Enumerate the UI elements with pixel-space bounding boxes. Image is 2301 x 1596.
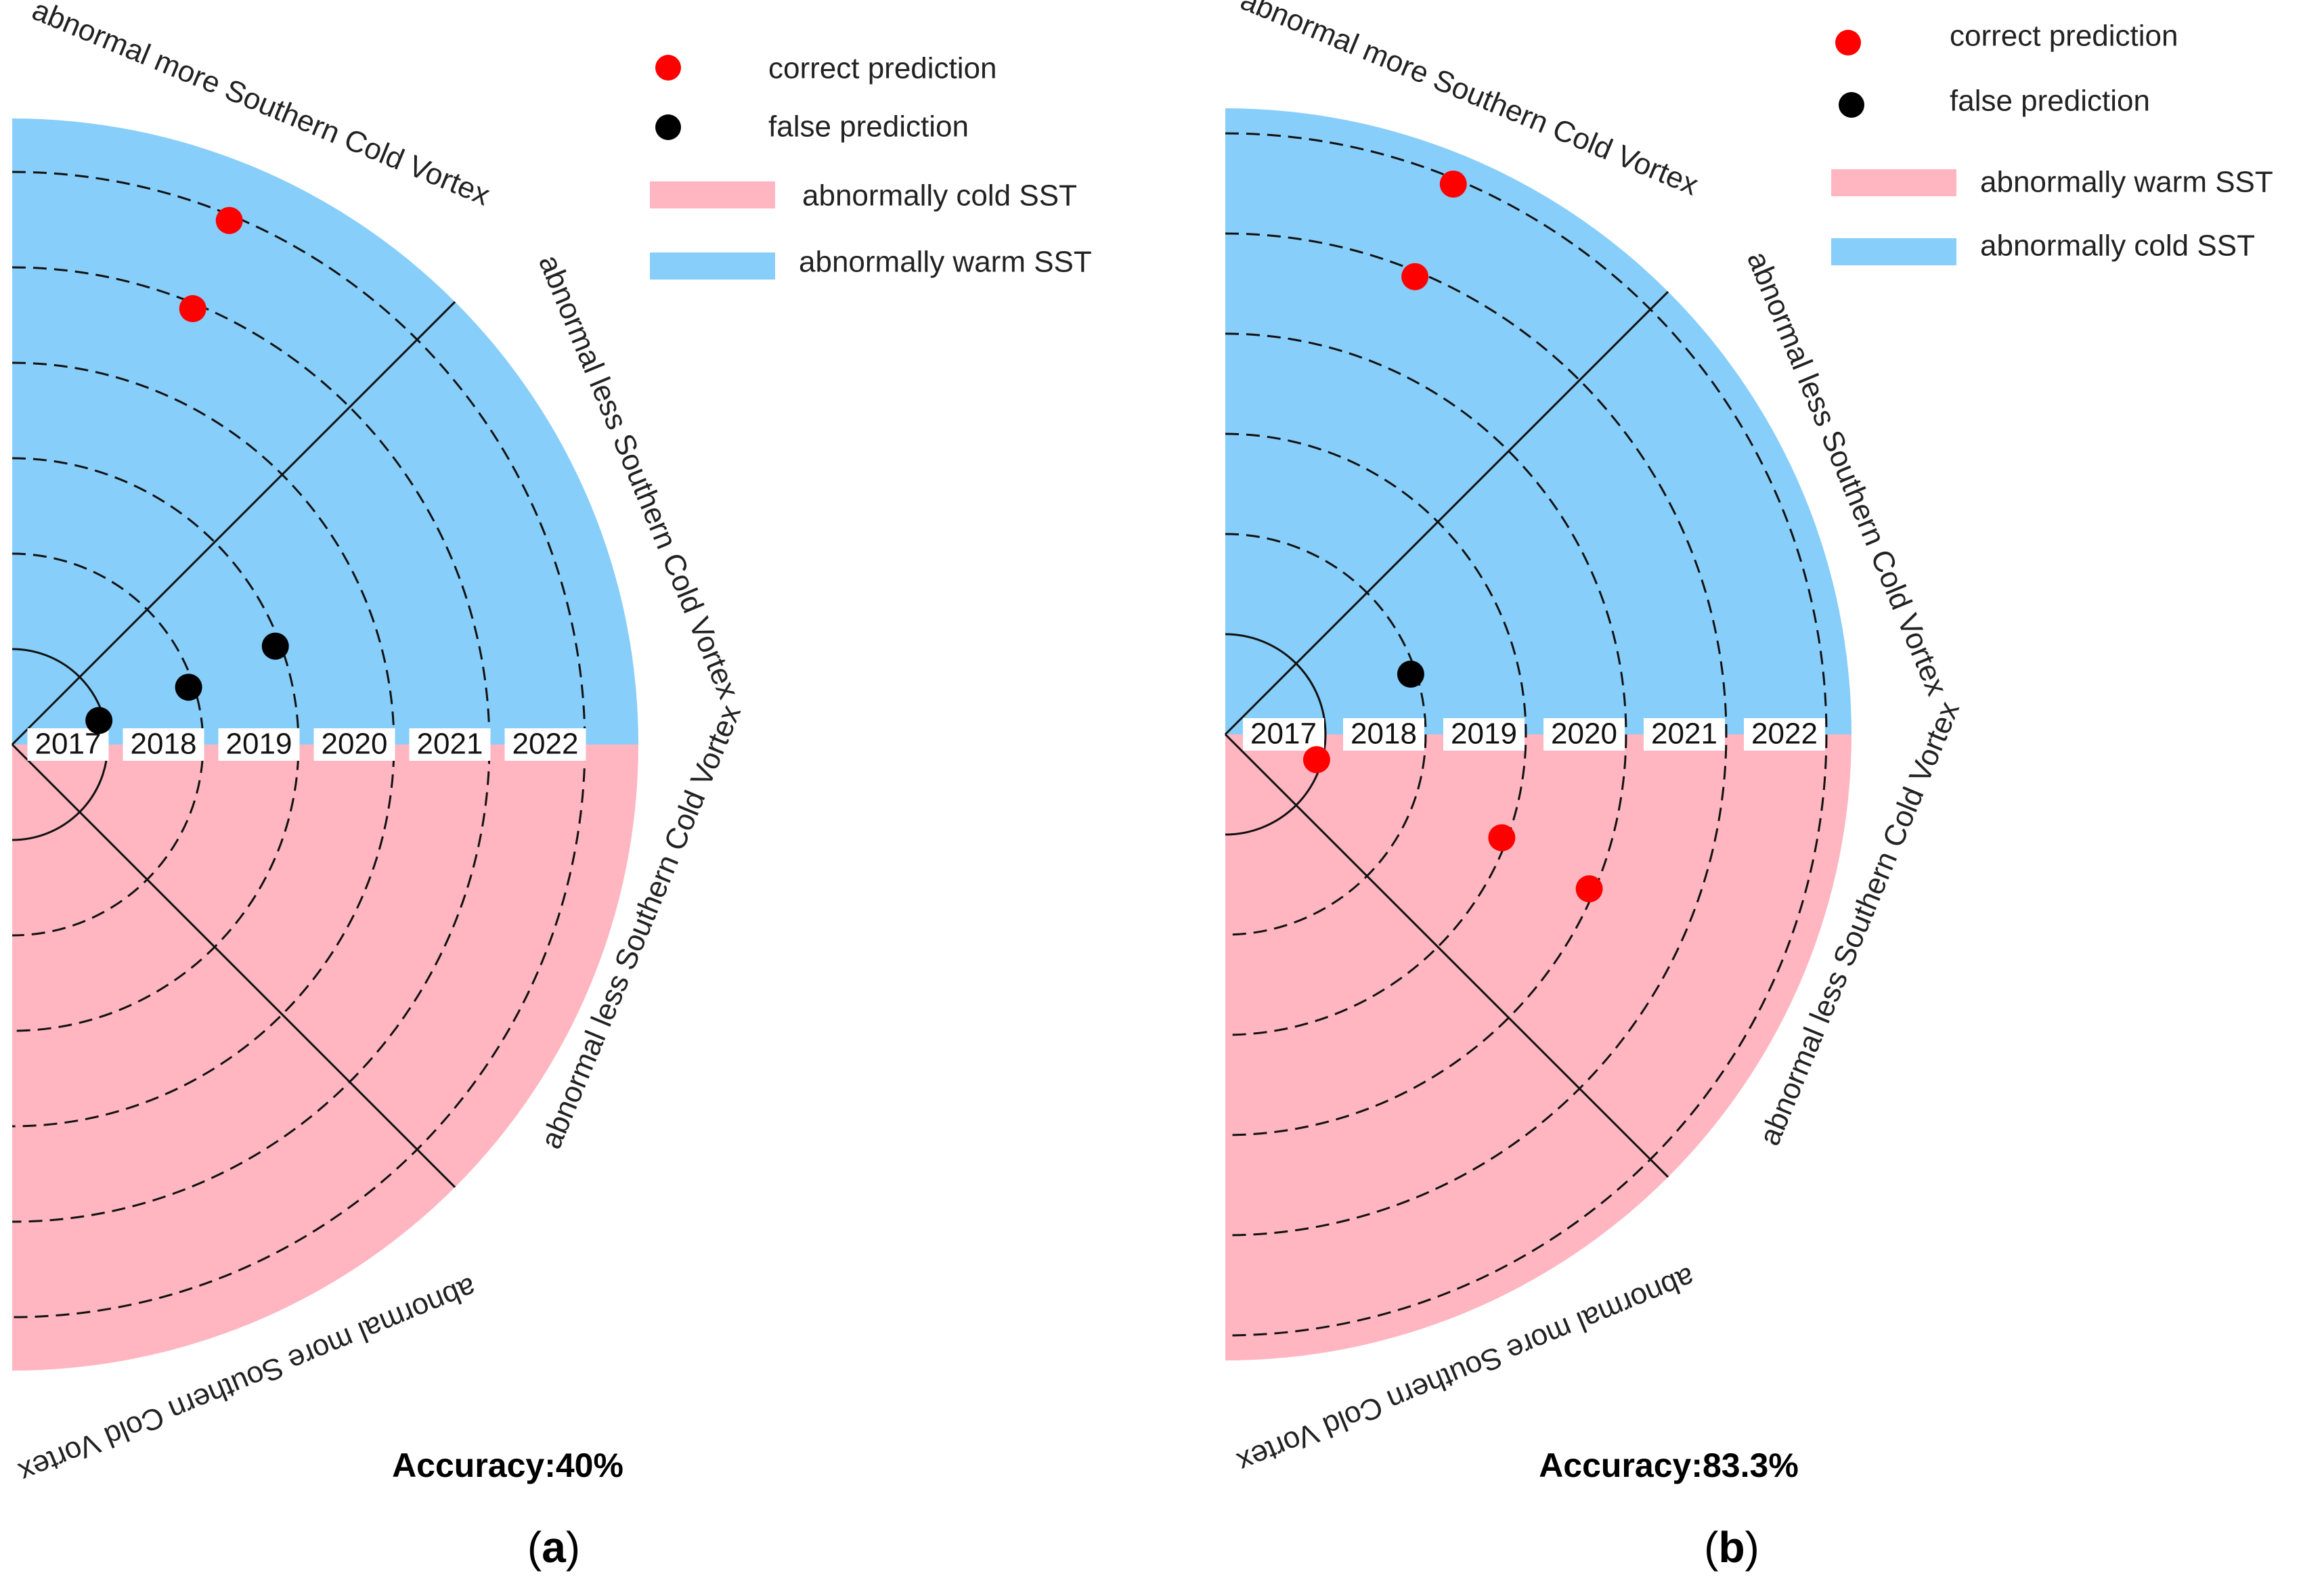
point-2019-correct: [1488, 824, 1516, 851]
legend-false-marker: [655, 114, 681, 140]
ring-2020: [1225, 332, 1627, 1136]
legend-band-label-0: abnormally warm SST: [1980, 166, 2273, 199]
year-label-2022: 2022: [1751, 717, 1818, 751]
legend-band-swatch-1: [650, 252, 775, 280]
ring-2017: [1225, 633, 1327, 836]
year-label-2017: 2017: [1250, 717, 1317, 751]
accuracy-label: Accuracy:83.3%: [1539, 1446, 1799, 1484]
legend-band-label-1: abnormally warm SST: [799, 246, 1092, 279]
legend-false-label: false prediction: [768, 110, 969, 143]
panel-b: 2017 2018 2019 2020 2021 2022 abnormal more S…: [1224, 0, 2273, 1572]
year-label-box: [409, 728, 491, 761]
divider-lower: [1224, 733, 1669, 1178]
year-label-2020: 2020: [322, 728, 388, 761]
legend-correct-marker: [1835, 30, 1861, 56]
legend-band-label-0: abnormally cold SST: [802, 179, 1077, 213]
year-label-2018: 2018: [131, 728, 197, 761]
year-label-box: [27, 728, 109, 761]
ring-2019: [1225, 433, 1527, 1036]
year-label-2019: 2019: [226, 728, 292, 761]
legend-band-label-1: abnormally cold SST: [1980, 229, 2255, 263]
point-2017-correct: [1302, 746, 1330, 774]
polar-plot-b: 2017 2018 2019 2020 2021 2022: [1224, 108, 1851, 1360]
point-2021-correct: [1401, 263, 1429, 290]
year-label-2018: 2018: [1351, 717, 1417, 751]
year-label-2021: 2021: [1651, 717, 1717, 751]
legend-band-swatch-1: [1831, 238, 1956, 265]
legend-correct-marker: [655, 55, 681, 81]
year-label-box: [504, 728, 586, 761]
legend-band-swatch-0: [650, 181, 775, 208]
point-2018-false: [1397, 661, 1424, 688]
legend-band-swatch-0: [1831, 169, 1956, 196]
year-label-box: [1744, 718, 1825, 751]
ring-2021: [1225, 232, 1728, 1237]
ring-2018: [1225, 533, 1427, 936]
year-label-2021: 2021: [417, 728, 483, 761]
point-2022-correct: [215, 206, 243, 234]
point-2022-correct: [1439, 170, 1467, 198]
legend-false-marker: [1839, 92, 1864, 118]
legend-correct-label: correct prediction: [768, 52, 996, 85]
year-label-2022: 2022: [512, 728, 579, 761]
panel-a: 2017 2018 2019 2020 2021 2022 abnormal more S…: [11, 0, 1092, 1572]
ring-2021: [12, 266, 491, 1223]
point-2019-false: [261, 632, 289, 660]
year-label-box: [1343, 718, 1424, 751]
divider-upper: [11, 301, 456, 746]
panel-label: (a): [527, 1523, 580, 1572]
point-2018-false: [175, 673, 202, 701]
ring-2022: [1225, 132, 1828, 1337]
year-label-box: [1443, 718, 1525, 751]
year-label-box: [1243, 718, 1324, 751]
year-label-box: [1644, 718, 1725, 751]
panel-label: (b): [1704, 1523, 1759, 1572]
year-label-box: [313, 728, 395, 761]
year-label-box: [218, 728, 300, 761]
point-2017-false: [85, 707, 113, 734]
legend-false-label: false prediction: [1950, 85, 2150, 118]
legend-correct-label: correct prediction: [1950, 20, 2178, 53]
year-label-box: [123, 728, 204, 761]
year-label-2020: 2020: [1551, 717, 1617, 751]
year-label-2017: 2017: [35, 728, 102, 761]
year-label-box: [1543, 718, 1625, 751]
point-2020-correct: [1575, 875, 1603, 903]
divider-lower: [11, 743, 456, 1189]
polar-plot-a: 2017 2018 2019 2020 2021 2022: [11, 118, 638, 1371]
point-2021-correct: [179, 295, 206, 323]
divider-upper: [1224, 290, 1669, 736]
accuracy-label: Accuracy:40%: [392, 1446, 623, 1484]
year-label-2019: 2019: [1451, 717, 1517, 751]
